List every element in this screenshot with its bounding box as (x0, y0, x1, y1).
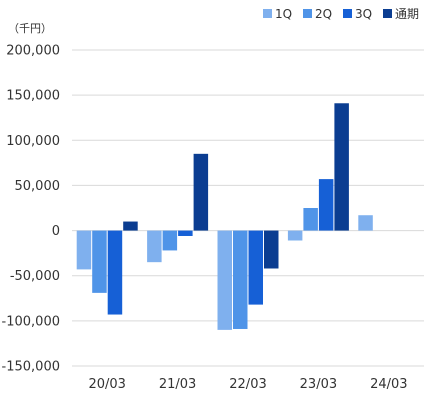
bars (76, 103, 373, 330)
x-tick-label: 23/03 (300, 377, 337, 392)
y-tick-label: 200,000 (6, 44, 60, 59)
bar-21-03-1Q (147, 230, 162, 263)
legend-label: 3Q (355, 7, 372, 21)
bar-21-03-2Q (162, 230, 178, 251)
y-tick-label: 50,000 (15, 179, 61, 194)
bar-23-03-1Q (287, 230, 303, 241)
legend: 1Q 2Q 3Q 通期 (263, 7, 419, 21)
x-tick-label: 24/03 (370, 377, 407, 392)
legend-swatch (263, 9, 272, 18)
bar-23-03-通期 (334, 103, 349, 231)
bar-20-03-1Q (76, 230, 92, 270)
y-tick-label: 0 (52, 224, 60, 239)
x-tick-label: 22/03 (229, 377, 266, 392)
bar-21-03-3Q (178, 230, 193, 236)
bar-22-03-2Q (233, 230, 248, 329)
bar-22-03-3Q (248, 230, 263, 305)
legend-swatch (343, 9, 352, 18)
y-tick-label: -50,000 (10, 269, 60, 284)
y-tick-label: -150,000 (2, 360, 60, 375)
bar-20-03-3Q (107, 230, 123, 315)
y-axis-tick-labels: 200,000 150,000 100,000 50,000 0 -50,000 -100,… (2, 44, 60, 375)
legend-swatch (383, 9, 392, 18)
gridlines (72, 49, 424, 367)
x-axis-tick-labels: 20/03 21/03 22/03 23/03 24/03 (88, 377, 407, 392)
bar-21-03-通期 (193, 153, 209, 231)
bar-22-03-通期 (264, 230, 279, 269)
y-tick-label: -100,000 (2, 314, 60, 329)
bar-20-03-通期 (123, 221, 138, 231)
bar-24-03-1Q (358, 215, 373, 231)
bar-23-03-3Q (318, 179, 334, 231)
y-tick-label: 150,000 (6, 89, 60, 104)
x-tick-label: 20/03 (88, 377, 125, 392)
bar-22-03-1Q (217, 230, 232, 330)
legend-label: 1Q (275, 7, 292, 21)
x-tick-label: 21/03 (159, 377, 196, 392)
legend-label: 通期 (395, 7, 419, 21)
legend-swatch (303, 9, 312, 18)
bar-23-03-2Q (303, 208, 318, 231)
legend-label: 2Q (315, 7, 332, 21)
bar-20-03-2Q (92, 230, 107, 293)
y-axis-unit-label: （千円） (8, 22, 52, 35)
y-tick-label: 100,000 (6, 134, 60, 149)
